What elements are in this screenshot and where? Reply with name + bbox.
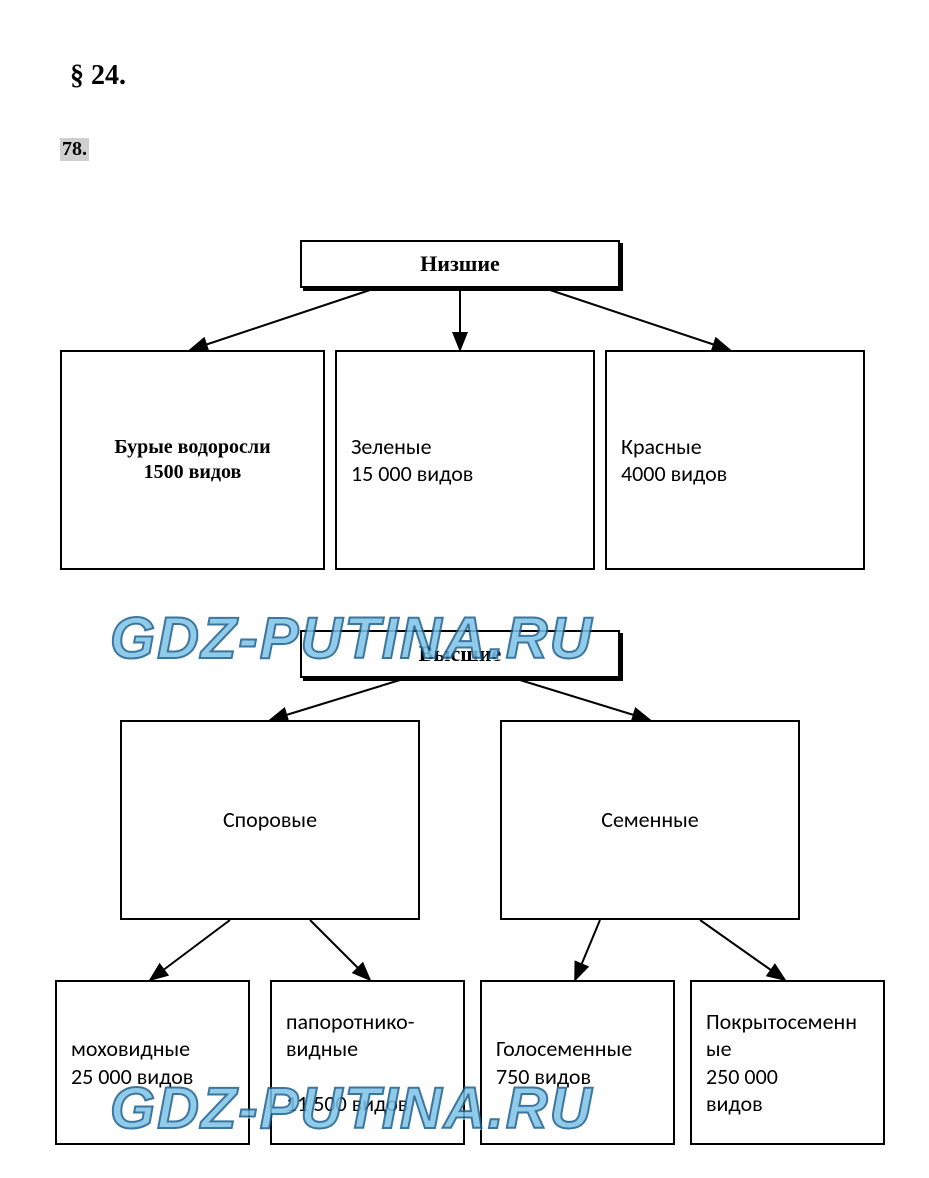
node-label: Семенные bbox=[587, 806, 713, 834]
node-label: Красные4000 видов bbox=[607, 433, 741, 488]
node-label: Покрытосеменные250 000видов bbox=[692, 1008, 883, 1118]
edge-spore-fern bbox=[310, 920, 370, 980]
node-label: Бурые водоросли1500 видов bbox=[114, 435, 270, 485]
edge-lower-brown bbox=[190, 290, 370, 350]
edge-higher-seed bbox=[520, 680, 650, 720]
node-label: Споровые bbox=[209, 806, 331, 834]
watermark-text-2: GDZ-PUTINA.RU bbox=[110, 1075, 594, 1142]
node-spore: Споровые bbox=[120, 720, 420, 920]
edge-higher-spore bbox=[270, 680, 400, 720]
node-label: Зеленые15 000 видов bbox=[337, 433, 487, 488]
edge-seed-gymno bbox=[575, 920, 600, 980]
task-number-badge: 78. bbox=[60, 138, 89, 161]
watermark-text-1: GDZ-PUTINA.RU bbox=[110, 605, 594, 672]
node-seed: Семенные bbox=[500, 720, 800, 920]
edge-seed-angio bbox=[700, 920, 785, 980]
node-red: Красные4000 видов bbox=[605, 350, 865, 570]
edge-lower-red bbox=[550, 290, 730, 350]
edge-spore-moss bbox=[150, 920, 230, 980]
section-heading: § 24. bbox=[70, 60, 126, 92]
node-angio: Покрытосеменные250 000видов bbox=[690, 980, 885, 1145]
node-green: Зеленые15 000 видов bbox=[335, 350, 595, 570]
node-label: Низшие bbox=[420, 251, 500, 277]
node-lower: Низшие bbox=[300, 240, 620, 288]
node-brown: Бурые водоросли1500 видов bbox=[60, 350, 325, 570]
